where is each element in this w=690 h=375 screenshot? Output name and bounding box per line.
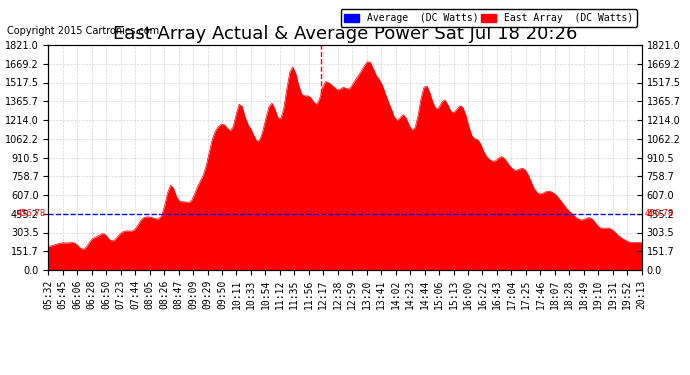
Text: Copyright 2015 Cartronics.com: Copyright 2015 Cartronics.com bbox=[7, 26, 159, 36]
Title: East Array Actual & Average Power Sat Jul 18 20:26: East Array Actual & Average Power Sat Ju… bbox=[112, 26, 578, 44]
Text: 456.78: 456.78 bbox=[17, 209, 46, 218]
Legend: Average  (DC Watts), East Array  (DC Watts): Average (DC Watts), East Array (DC Watts… bbox=[341, 9, 637, 27]
Text: 456.78: 456.78 bbox=[644, 209, 673, 218]
